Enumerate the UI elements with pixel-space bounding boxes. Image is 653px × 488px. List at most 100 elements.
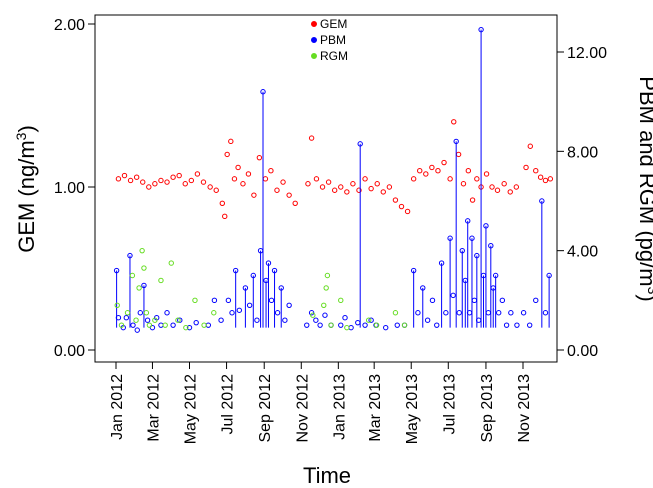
right-tick-label: 0.00: [567, 343, 598, 360]
rgm-point: [193, 298, 197, 302]
series-pbm: [114, 27, 551, 332]
gem-point: [306, 182, 310, 186]
gem-point: [141, 180, 145, 184]
gem-point: [369, 186, 373, 190]
left-axis-title: GEM (ng/m3): [13, 125, 39, 253]
pbm-point: [349, 325, 353, 329]
gem-point: [405, 209, 409, 213]
pbm-point: [287, 303, 291, 307]
gem-point: [232, 177, 236, 181]
pbm-point: [543, 311, 547, 315]
rgm-point: [393, 311, 397, 315]
gem-point: [195, 172, 199, 176]
x-tick-label: Mar 2013: [367, 374, 384, 442]
pbm-point: [206, 323, 210, 327]
right-tick-label: 12.00: [567, 45, 607, 62]
gem-point: [201, 180, 205, 184]
legend-marker-pbm: [312, 38, 317, 43]
gem-point: [177, 173, 181, 177]
pbm-point: [521, 311, 525, 315]
gem-point: [345, 190, 349, 194]
pbm-point: [497, 311, 501, 315]
right-axis-title: PBM and RGM (pg/m3): [635, 76, 653, 301]
gem-point: [387, 185, 391, 189]
gem-point: [548, 177, 552, 181]
left-tick-label: 2.00: [54, 17, 85, 34]
x-tick-label: Jul 2013: [441, 374, 458, 435]
pbm-point: [395, 323, 399, 327]
pbm-point: [323, 313, 327, 317]
pbm-point: [451, 293, 455, 297]
pbm-point: [500, 298, 504, 302]
gem-point: [281, 180, 285, 184]
legend-label-pbm: PBM: [320, 33, 346, 47]
rgm-point: [345, 325, 349, 329]
gem-point: [263, 177, 267, 181]
pbm-point: [131, 323, 135, 327]
gem-point: [309, 136, 313, 140]
x-tick-label: May 2013: [404, 374, 421, 444]
gem-point: [452, 120, 456, 124]
gem-point: [543, 178, 547, 182]
gem-point: [252, 193, 256, 197]
plot-frame: [95, 15, 557, 362]
gem-point: [159, 178, 163, 182]
gem-point: [326, 180, 330, 184]
gem-point: [208, 185, 212, 189]
left-tick-label: 1.00: [54, 180, 85, 197]
legend: GEM PBM RGM: [312, 17, 349, 63]
gem-point: [508, 190, 512, 194]
x-tick-label: Jan 2013: [331, 374, 348, 440]
rgm-point: [329, 323, 333, 327]
gem-point: [456, 152, 460, 156]
pbm-point: [226, 298, 230, 302]
rgm-point: [402, 323, 406, 327]
x-tick-label: Sep 2013: [479, 374, 496, 443]
gem-point: [399, 204, 403, 208]
pbm-point: [194, 320, 198, 324]
gem-point: [134, 175, 138, 179]
pbm-point: [339, 323, 343, 327]
gem-point: [381, 190, 385, 194]
gem-point: [424, 172, 428, 176]
pbm-point: [534, 298, 538, 302]
gem-point: [225, 152, 229, 156]
gem-point: [484, 172, 488, 176]
pbm-point: [363, 323, 367, 327]
x-tick-label: Jul 2012: [220, 374, 237, 435]
gem-point: [502, 182, 506, 186]
gem-point: [528, 144, 532, 148]
gem-point: [314, 177, 318, 181]
gem-point: [411, 177, 415, 181]
series-gem: [116, 120, 552, 219]
gem-point: [229, 139, 233, 143]
pbm-point: [305, 323, 309, 327]
rgm-point: [140, 248, 144, 252]
gem-point: [189, 178, 193, 182]
rgm-point: [322, 303, 326, 307]
rgm-point: [115, 303, 119, 307]
x-tick-label: Nov 2012: [294, 374, 311, 443]
rgm-point: [169, 261, 173, 265]
gem-point: [220, 201, 224, 205]
x-tick-label: Nov 2013: [516, 374, 533, 443]
pbm-point: [219, 318, 223, 322]
gem-point: [363, 177, 367, 181]
gem-point: [393, 198, 397, 202]
right-tick-label: 8.00: [567, 144, 598, 161]
rgm-point: [144, 311, 148, 315]
rgm-point: [339, 298, 343, 302]
pbm-point: [444, 311, 448, 315]
gem-point: [442, 160, 446, 164]
pbm-point: [138, 311, 142, 315]
pbm-point: [145, 318, 149, 322]
rgm-point: [163, 323, 167, 327]
gem-point: [246, 172, 250, 176]
pbm-point: [318, 323, 322, 327]
gem-point: [320, 185, 324, 189]
gem-point: [470, 198, 474, 202]
pbm-point: [435, 323, 439, 327]
gem-point: [351, 182, 355, 186]
rgm-point: [212, 311, 216, 315]
gem-point: [275, 188, 279, 192]
